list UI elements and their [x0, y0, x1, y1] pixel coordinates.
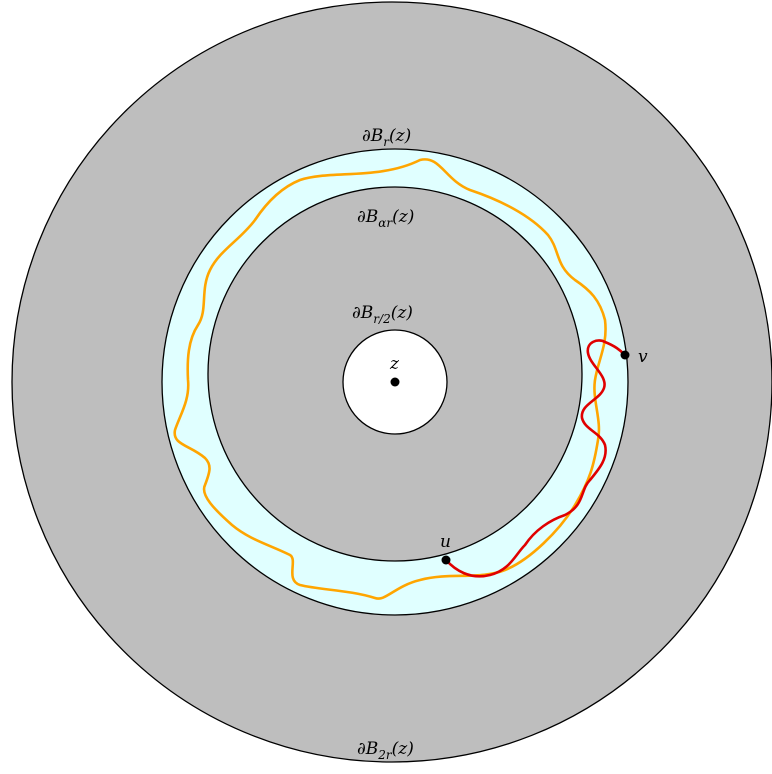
label-point-u: u — [440, 532, 451, 552]
orange-loop-curve — [173, 158, 607, 600]
point-u-dot — [441, 555, 451, 565]
label-boundary-r: ∂Br(z) — [362, 126, 411, 149]
label-boundary-2r: ∂B2r(z) — [357, 739, 414, 762]
center-point-z — [390, 377, 400, 387]
label-boundary-alpha-r: ∂Bαr(z) — [357, 207, 414, 230]
red-path-u-to-v — [445, 339, 626, 578]
label-point-v: v — [638, 347, 648, 367]
point-v-dot — [620, 350, 630, 360]
label-center-z: z — [389, 354, 400, 374]
label-boundary-half-r: ∂Br/2(z) — [352, 303, 413, 326]
